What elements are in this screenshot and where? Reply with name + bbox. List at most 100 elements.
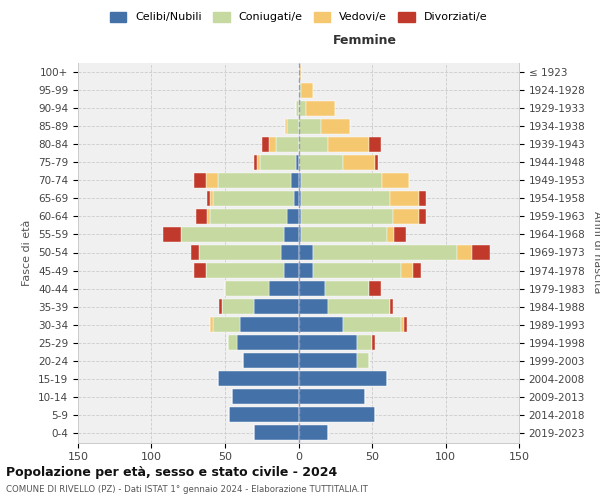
Bar [254,425,299,440]
Bar [242,353,299,368]
Bar [301,191,389,206]
Bar [194,173,206,188]
Bar [181,227,284,242]
Bar [299,335,358,350]
Bar [387,227,394,242]
Bar [301,83,313,98]
Bar [211,317,213,332]
Bar [237,335,299,350]
Bar [299,119,320,134]
Bar [269,137,277,152]
Bar [299,389,365,404]
Bar [299,137,328,152]
Bar [299,353,358,368]
Bar [225,281,269,296]
Bar [299,209,301,224]
Bar [194,263,206,278]
Bar [206,173,218,188]
Bar [199,245,281,260]
Bar [299,371,387,386]
Bar [257,155,260,170]
Bar [211,209,287,224]
Bar [294,191,299,206]
Bar [299,101,306,116]
Y-axis label: Fasce di età: Fasce di età [22,220,32,286]
Bar [413,263,421,278]
Bar [389,191,419,206]
Bar [208,191,210,206]
Bar [299,407,375,422]
Bar [472,245,490,260]
Bar [299,155,343,170]
Bar [287,209,299,224]
Bar [218,173,291,188]
Bar [260,155,296,170]
Bar [213,191,294,206]
Bar [401,263,413,278]
Bar [281,245,299,260]
Bar [240,317,299,332]
Bar [232,389,299,404]
Bar [313,263,401,278]
Bar [313,245,457,260]
Bar [358,335,372,350]
Bar [382,173,409,188]
Bar [401,317,404,332]
Bar [299,65,301,80]
Bar [389,299,392,314]
Bar [213,317,240,332]
Bar [299,317,343,332]
Bar [320,119,350,134]
Bar [191,245,199,260]
Bar [262,137,269,152]
Bar [277,137,299,152]
Bar [392,209,419,224]
Bar [219,299,222,314]
Bar [299,227,301,242]
Bar [301,209,392,224]
Bar [208,209,210,224]
Bar [296,101,299,116]
Bar [285,119,287,134]
Bar [196,209,208,224]
Bar [358,353,369,368]
Bar [296,155,299,170]
Bar [291,173,299,188]
Bar [269,281,299,296]
Bar [369,137,381,152]
Bar [328,137,369,152]
Bar [343,317,401,332]
Bar [299,245,313,260]
Bar [404,317,407,332]
Bar [299,425,328,440]
Bar [206,263,284,278]
Bar [284,263,299,278]
Bar [325,281,369,296]
Bar [211,191,213,206]
Bar [163,227,181,242]
Bar [419,191,427,206]
Bar [254,299,299,314]
Y-axis label: Anni di nascita: Anni di nascita [592,211,600,294]
Bar [222,299,254,314]
Bar [229,407,299,422]
Bar [299,299,328,314]
Bar [287,119,299,134]
Bar [375,155,378,170]
Bar [306,101,335,116]
Bar [328,299,389,314]
Bar [301,173,382,188]
Bar [419,209,427,224]
Bar [218,371,299,386]
Bar [301,227,387,242]
Bar [284,227,299,242]
Legend: Celibi/Nubili, Coniugati/e, Vedovi/e, Divorziati/e: Celibi/Nubili, Coniugati/e, Vedovi/e, Di… [105,8,492,27]
Text: Femmine: Femmine [332,34,397,48]
Bar [254,155,257,170]
Text: Popolazione per età, sesso e stato civile - 2024: Popolazione per età, sesso e stato civil… [6,466,337,479]
Bar [299,263,313,278]
Bar [372,335,375,350]
Bar [394,227,406,242]
Bar [369,281,381,296]
Bar [299,191,301,206]
